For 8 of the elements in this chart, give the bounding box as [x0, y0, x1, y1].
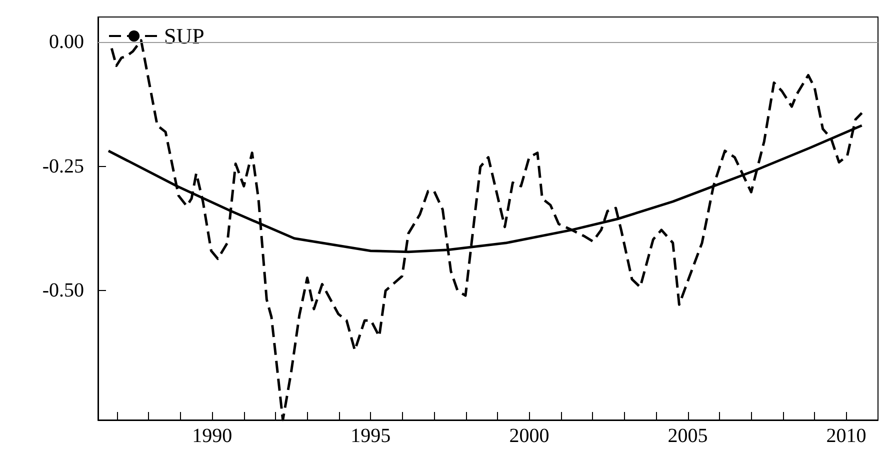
x-tick-label: 2005 [668, 425, 708, 447]
x-tick-label: 2000 [509, 425, 550, 447]
x-tick-label: 1995 [350, 425, 391, 447]
x-tick-label: 1990 [192, 425, 232, 447]
x-tick-label: 2010 [826, 425, 866, 447]
y-tick-label: -0.25 [42, 155, 84, 178]
y-tick-label: -0.50 [42, 280, 84, 302]
y-tick-label: 0.00 [49, 30, 84, 53]
